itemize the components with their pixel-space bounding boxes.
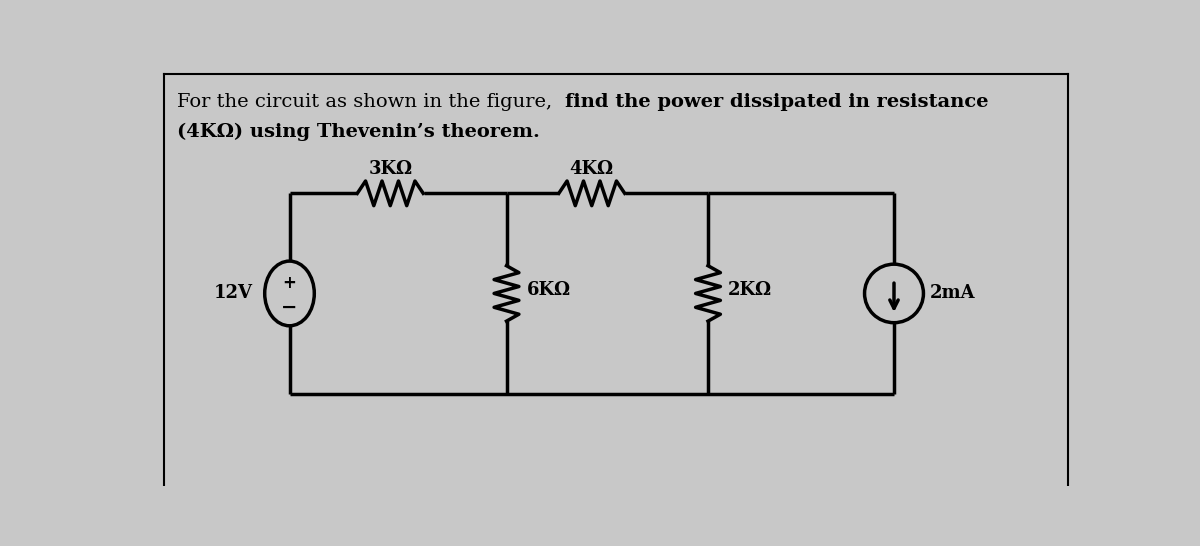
Text: 6KΩ: 6KΩ [527, 281, 571, 299]
Text: find the power dissipated in resistance: find the power dissipated in resistance [565, 93, 988, 111]
Text: For the circuit as shown in the figure,: For the circuit as shown in the figure, [178, 93, 558, 111]
Text: +: + [282, 274, 296, 292]
Text: 4KΩ: 4KΩ [570, 160, 613, 178]
Text: −: − [281, 298, 298, 317]
Text: 2mA: 2mA [930, 284, 976, 302]
Text: 2KΩ: 2KΩ [728, 281, 772, 299]
Text: 12V: 12V [214, 284, 252, 302]
Text: 3KΩ: 3KΩ [368, 160, 413, 178]
Text: (4KΩ) using Thevenin’s theorem.: (4KΩ) using Thevenin’s theorem. [178, 122, 540, 141]
